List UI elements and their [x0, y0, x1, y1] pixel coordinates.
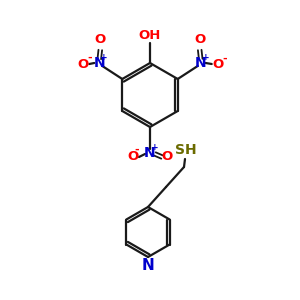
Text: OH: OH [139, 29, 161, 42]
Text: O: O [161, 151, 172, 164]
Text: SH: SH [175, 143, 197, 157]
Text: +: + [151, 143, 159, 152]
Text: -: - [135, 145, 139, 155]
Text: O: O [194, 33, 205, 46]
Text: -: - [222, 54, 227, 64]
Text: O: O [95, 33, 106, 46]
Text: O: O [212, 58, 223, 70]
Text: N: N [142, 258, 154, 273]
Text: -: - [87, 53, 92, 63]
Text: +: + [100, 53, 108, 62]
Text: O: O [78, 58, 89, 70]
Text: +: + [202, 53, 209, 62]
Text: O: O [128, 151, 139, 164]
Text: N: N [144, 146, 156, 160]
Text: N: N [195, 56, 206, 70]
Text: N: N [94, 56, 105, 70]
